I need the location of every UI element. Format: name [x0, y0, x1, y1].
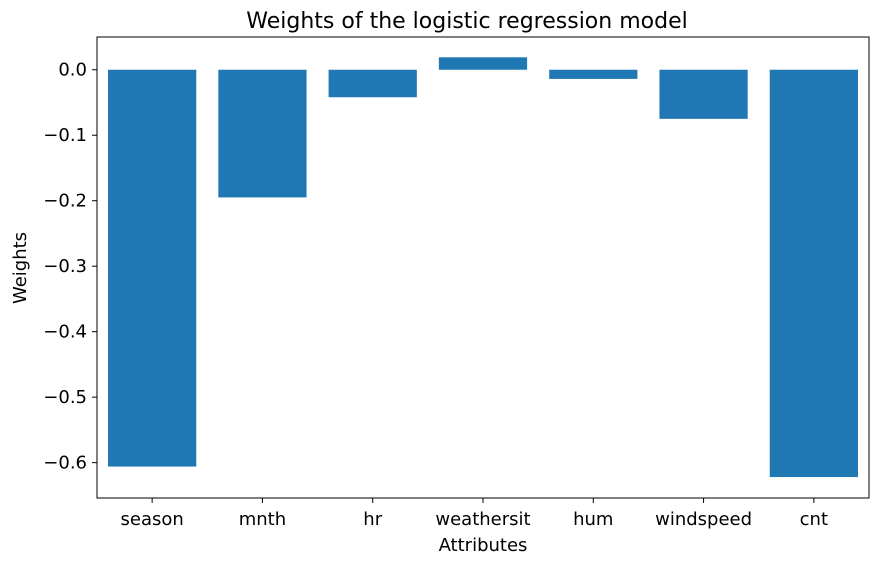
bar-hr: [328, 69, 417, 98]
y-tick-label: 0.0: [58, 60, 87, 81]
bar-mnth: [218, 69, 307, 198]
x-tick-label-windspeed: windspeed: [655, 509, 752, 530]
y-tick-label: −0.4: [43, 322, 87, 343]
chart-title: Weights of the logistic regression model: [246, 9, 687, 34]
y-tick-label: −0.1: [43, 125, 87, 146]
bars-group: [108, 57, 858, 478]
y-tick-label: −0.6: [43, 453, 87, 474]
x-axis: season mnth hr weathersit hum windspeed cnt: [121, 498, 828, 530]
bar-hum: [549, 69, 638, 79]
plot-frame: [96, 36, 870, 499]
x-tick-label-season: season: [121, 509, 184, 530]
x-tick-label-mnth: mnth: [239, 509, 286, 530]
x-axis-label: Attributes: [439, 535, 528, 556]
y-axis-label: Weights: [10, 232, 31, 304]
y-axis: 0.0 −0.1 −0.2 −0.3 −0.4 −0.5 −0.6: [43, 60, 97, 474]
x-tick-label-cnt: cnt: [800, 509, 828, 530]
y-tick-label: −0.5: [43, 387, 87, 408]
bar-season: [108, 69, 197, 467]
y-tick-label: −0.2: [43, 191, 87, 212]
x-tick-label-hr: hr: [363, 509, 382, 530]
x-tick-label-weathersit: weathersit: [435, 509, 530, 530]
x-tick-label-hum: hum: [573, 509, 613, 530]
bar-weathersit: [438, 57, 528, 70]
bar-cnt: [769, 69, 858, 478]
y-tick-label: −0.3: [43, 256, 87, 277]
bar-windspeed: [659, 69, 748, 119]
